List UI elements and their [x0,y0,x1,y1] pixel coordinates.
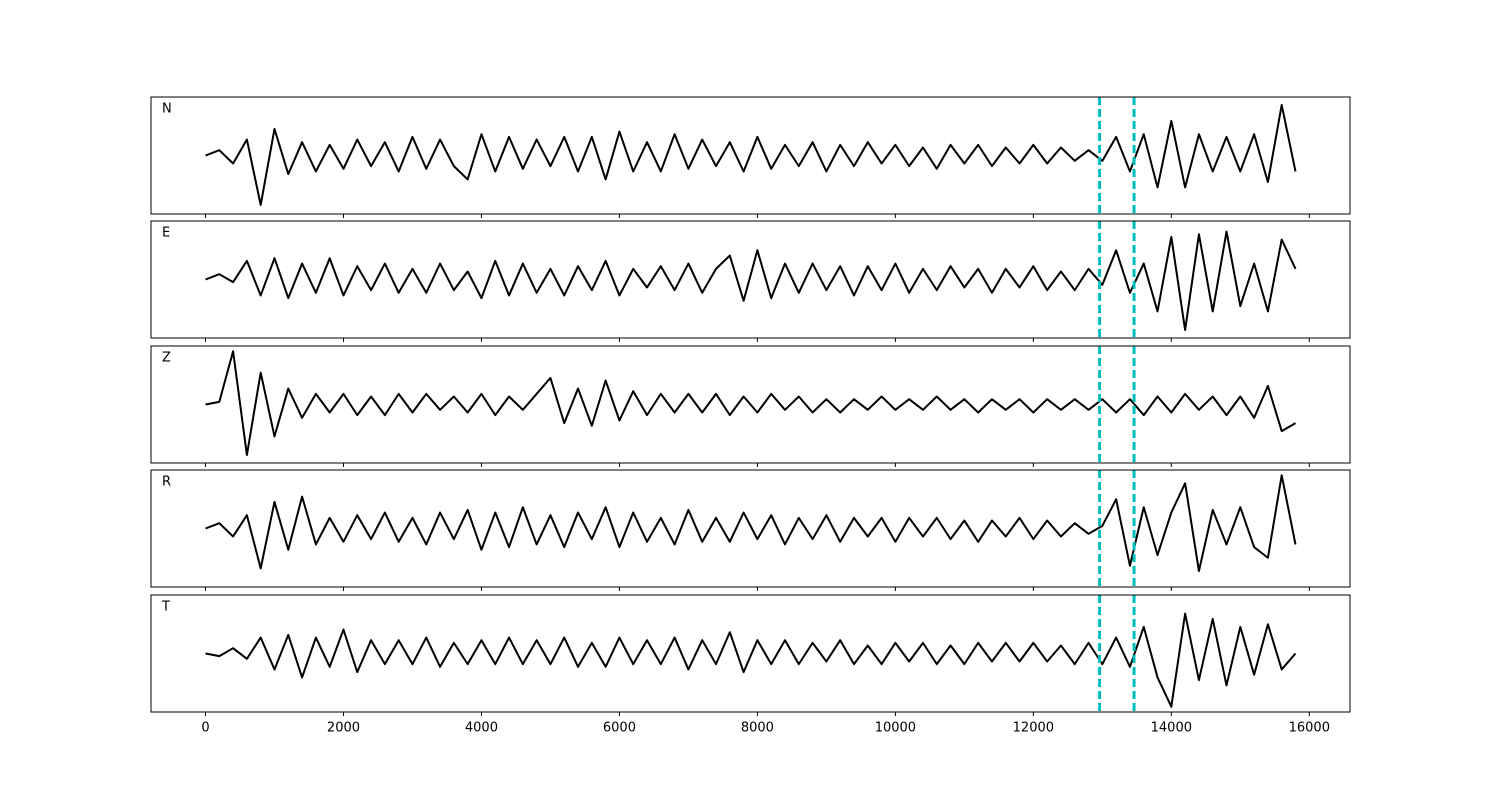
axes-frame [150,220,1351,339]
waveform [205,474,1297,573]
x-tick-label: 10000 [875,721,916,736]
x-tick-label: 2000 [327,721,360,736]
panel-label: Z [162,351,171,366]
axes-frame [150,96,1351,215]
panel-label: T [161,600,170,615]
x-tick-label: 0 [201,721,209,736]
waveform [205,103,1297,206]
x-tick-label: 12000 [1013,721,1054,736]
panel-label: E [162,226,170,241]
x-tick-label: 8000 [741,721,774,736]
x-tick-label: 14000 [1151,721,1192,736]
waveform [205,612,1297,708]
x-tick-label: 16000 [1289,721,1330,736]
panel-label: R [162,475,171,490]
x-tick-label: 6000 [603,721,636,736]
axes-frame [150,469,1351,588]
waveform [205,230,1297,332]
axes-frame [150,345,1351,464]
waveform [205,350,1297,457]
axes-frame [150,594,1351,713]
x-tick-label: 4000 [465,721,498,736]
panel-label: N [162,102,172,117]
